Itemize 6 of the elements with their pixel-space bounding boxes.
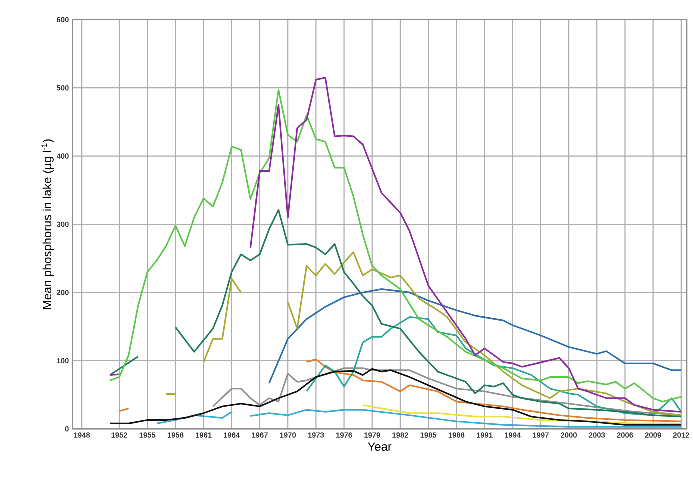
y-axis-title: Mean phosphorus in lake (µg l$^{-1}$) [42,140,54,310]
line-series [268,288,682,384]
x-axis-title: Year [368,442,392,452]
line-series [109,368,682,426]
line-series [306,316,682,416]
line-series [362,404,682,425]
